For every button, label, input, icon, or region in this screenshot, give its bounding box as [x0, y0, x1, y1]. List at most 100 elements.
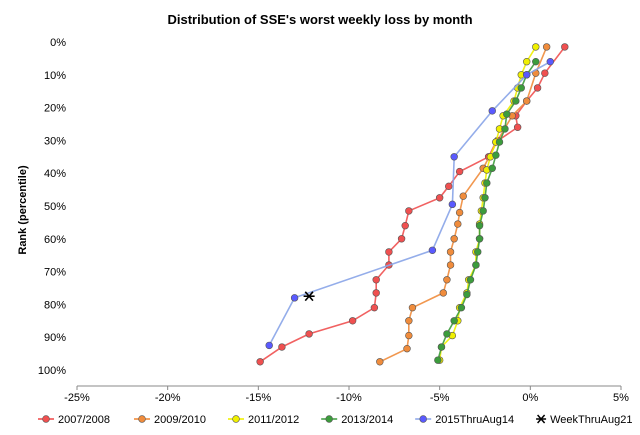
- y-tick-label: 50%: [44, 201, 66, 213]
- legend-label: 2013/2014: [341, 414, 393, 426]
- data-point: [439, 289, 447, 297]
- legend-marker: [42, 415, 50, 423]
- data-point: [443, 330, 451, 338]
- legend-item-2011/2012: 2011/2012: [228, 414, 299, 426]
- data-point: [523, 57, 531, 66]
- asterisk-stroke: [537, 414, 546, 424]
- data-point: [434, 356, 442, 364]
- data-point: [405, 317, 413, 325]
- data-point: [401, 221, 409, 230]
- legend-label: 2011/2012: [248, 414, 299, 426]
- legend-item-2013/2014: 2013/2014: [321, 414, 393, 426]
- data-point: [492, 151, 500, 159]
- data-point: [483, 179, 491, 187]
- data-point: [561, 43, 569, 51]
- legend-item-2009/2010: 2009/2010: [134, 414, 206, 426]
- legend-item-2015ThruAug14: 2015ThruAug14: [415, 414, 514, 426]
- series-2015ThruAug14: [265, 57, 554, 350]
- series-2013/2014: [434, 57, 540, 364]
- data-point: [305, 330, 313, 338]
- series-2007/2008: [256, 43, 569, 366]
- data-point: [435, 194, 444, 202]
- legend-label: 2009/2010: [154, 414, 206, 426]
- data-point: [474, 248, 482, 256]
- x-tick-label: 5%: [613, 392, 629, 404]
- x-tick-label: -20%: [155, 392, 181, 404]
- y-tick-label: 20%: [44, 103, 66, 115]
- legend-label: 2007/2008: [58, 414, 110, 426]
- data-point: [408, 303, 417, 312]
- data-point: [457, 303, 466, 312]
- y-tick-label: 60%: [44, 234, 66, 246]
- data-point: [445, 182, 453, 191]
- legend-marker-asterisk: [536, 414, 547, 424]
- data-point: [372, 289, 380, 297]
- legend-item-WeekThruAug21: WeekThruAug21: [536, 414, 632, 426]
- data-point: [450, 153, 458, 161]
- data-point: [481, 194, 489, 202]
- y-tick-label: 70%: [44, 267, 66, 279]
- legend-marker: [419, 415, 427, 423]
- legend-marker: [325, 415, 333, 423]
- data-point: [532, 57, 540, 66]
- y-axis-title: Rank (percentile): [17, 165, 29, 255]
- data-point: [372, 276, 380, 284]
- legend-item-2007/2008: 2007/2008: [38, 414, 110, 426]
- data-point: [256, 358, 264, 366]
- data-point: [501, 125, 509, 133]
- data-point: [532, 43, 540, 51]
- series-WeekThruAug21: [303, 291, 315, 302]
- data-point: [546, 57, 554, 66]
- y-tick-label: 100%: [38, 365, 66, 377]
- x-tick-label: -10%: [336, 392, 362, 404]
- legend-marker: [138, 415, 146, 423]
- data-point: [265, 341, 273, 350]
- series-2009/2010: [376, 43, 551, 366]
- data-point: [403, 344, 411, 353]
- data-point: [488, 107, 496, 115]
- data-point: [278, 343, 286, 351]
- data-point: [446, 261, 455, 269]
- y-tick-label: 40%: [44, 168, 66, 180]
- legend-marker: [232, 415, 240, 423]
- data-point: [428, 246, 437, 254]
- x-tick-label: 0%: [522, 392, 538, 404]
- data-point: [454, 220, 462, 228]
- y-tick-label: 90%: [44, 332, 66, 344]
- data-point: [503, 110, 511, 118]
- legend: 2007/2008 2009/2010 2011/2012 2013/2014 2015…: [38, 414, 632, 426]
- data-point: [450, 235, 458, 243]
- chart-title: Distribution of SSE's worst weekly loss …: [167, 12, 472, 27]
- data-point: [397, 235, 406, 243]
- data-point: [523, 71, 531, 79]
- data-point: [513, 123, 522, 131]
- legend-label: 2015ThruAug14: [435, 414, 514, 426]
- data-point: [533, 84, 542, 92]
- data-point: [475, 221, 484, 230]
- x-tick-label: -5%: [430, 392, 450, 404]
- data-point: [541, 69, 549, 77]
- data-point: [479, 207, 487, 215]
- data-point: [446, 248, 455, 256]
- data-point: [348, 317, 357, 325]
- data-point: [472, 261, 480, 269]
- series-line: [379, 46, 548, 363]
- data-point: [376, 358, 384, 366]
- data-point: [385, 248, 393, 256]
- data-point: [495, 138, 504, 146]
- data-point: [488, 164, 496, 172]
- series-line: [268, 61, 551, 346]
- asterisk-stroke: [304, 291, 314, 302]
- data-point: [475, 235, 484, 243]
- data-point: [455, 167, 464, 176]
- data-point: [450, 317, 458, 325]
- y-tick-label: 30%: [44, 135, 66, 147]
- x-tick-label: -25%: [64, 392, 90, 404]
- data-point: [523, 97, 531, 105]
- data-point: [463, 290, 471, 299]
- data-point: [512, 97, 520, 105]
- data-point: [542, 43, 551, 51]
- data-point: [437, 343, 446, 351]
